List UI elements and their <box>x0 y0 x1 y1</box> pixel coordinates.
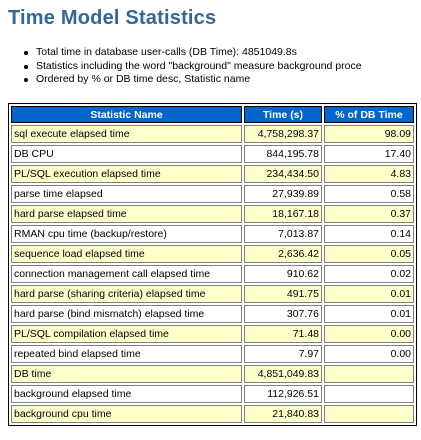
statistic-name-cell: hard parse elapsed time <box>11 205 242 223</box>
pct-db-time-cell: 0.14 <box>324 225 414 243</box>
pct-db-time-cell: 0.01 <box>324 285 414 303</box>
time-cell: 491.75 <box>244 285 322 303</box>
bullet-icon <box>24 78 28 82</box>
time-cell: 27,939.89 <box>244 185 322 203</box>
statistic-name-cell: background cpu time <box>11 405 242 423</box>
time-cell: 234,434.50 <box>244 165 322 183</box>
table-row: background elapsed time 112,926.51 <box>11 385 414 403</box>
time-cell: 18,167.18 <box>244 205 322 223</box>
column-header-time: Time (s) <box>244 106 322 123</box>
table-row: hard parse elapsed time 18,167.18 0.37 <box>11 205 414 223</box>
notes-list: Total time in database user-calls (DB Ti… <box>22 46 421 87</box>
table-row: repeated bind elapsed time 7.97 0.00 <box>11 345 414 363</box>
time-cell: 307.76 <box>244 305 322 323</box>
statistic-name-cell: sequence load elapsed time <box>11 245 242 263</box>
column-header-pct-db-time: % of DB Time <box>324 106 414 123</box>
table-row: DB CPU 844,195.78 17.40 <box>11 145 414 163</box>
time-model-statistics-table: Statistic Name Time (s) % of DB Time sql… <box>8 103 417 426</box>
pct-db-time-cell: 0.05 <box>324 245 414 263</box>
table-row: hard parse (bind mismatch) elapsed time … <box>11 305 414 323</box>
table-row: hard parse (sharing criteria) elapsed ti… <box>11 285 414 303</box>
table-row: background cpu time 21,840.83 <box>11 405 414 423</box>
note-text: Ordered by % or DB time desc, Statistic … <box>36 73 251 85</box>
note-item: Total time in database user-calls (DB Ti… <box>22 46 421 60</box>
table-row: DB time 4,851,049.83 <box>11 365 414 383</box>
note-item: Statistics including the word "backgroun… <box>22 60 421 74</box>
bullet-icon <box>24 51 28 55</box>
column-header-statistic-name: Statistic Name <box>11 106 242 123</box>
time-cell: 71.48 <box>244 325 322 343</box>
statistic-name-cell: connection management call elapsed time <box>11 265 242 283</box>
statistic-name-cell: PL/SQL compilation elapsed time <box>11 325 242 343</box>
pct-db-time-cell: 0.00 <box>324 345 414 363</box>
table-row: RMAN cpu time (backup/restore) 7,013.87 … <box>11 225 414 243</box>
time-cell: 7.97 <box>244 345 322 363</box>
statistic-name-cell: PL/SQL execution elapsed time <box>11 165 242 183</box>
time-cell: 2,636.42 <box>244 245 322 263</box>
statistic-name-cell: background elapsed time <box>11 385 242 403</box>
time-cell: 910.62 <box>244 265 322 283</box>
statistic-name-cell: DB CPU <box>11 145 242 163</box>
table-row: PL/SQL execution elapsed time 234,434.50… <box>11 165 414 183</box>
statistic-name-cell: DB time <box>11 365 242 383</box>
pct-db-time-cell: 0.00 <box>324 325 414 343</box>
table-row: sequence load elapsed time 2,636.42 0.05 <box>11 245 414 263</box>
table-header-row: Statistic Name Time (s) % of DB Time <box>11 106 414 123</box>
time-cell: 112,926.51 <box>244 385 322 403</box>
statistic-name-cell: hard parse (bind mismatch) elapsed time <box>11 305 242 323</box>
pct-db-time-cell: 4.83 <box>324 165 414 183</box>
time-cell: 4,758,298.37 <box>244 125 322 143</box>
bullet-icon <box>24 64 28 69</box>
pct-db-time-cell: 0.02 <box>324 265 414 283</box>
time-cell: 4,851,049.83 <box>244 365 322 383</box>
statistic-name-cell: parse time elapsed <box>11 185 242 203</box>
statistic-name-cell: hard parse (sharing criteria) elapsed ti… <box>11 285 242 303</box>
statistic-name-cell: RMAN cpu time (backup/restore) <box>11 225 242 243</box>
table-row: parse time elapsed 27,939.89 0.58 <box>11 185 414 203</box>
table-row: connection management call elapsed time … <box>11 265 414 283</box>
statistic-name-cell: sql execute elapsed time <box>11 125 242 143</box>
time-cell: 21,840.83 <box>244 405 322 423</box>
page-title: Time Model Statistics <box>8 7 217 29</box>
note-item: Ordered by % or DB time desc, Statistic … <box>22 73 421 87</box>
pct-db-time-cell: 0.37 <box>324 205 414 223</box>
statistic-name-cell: repeated bind elapsed time <box>11 345 242 363</box>
pct-db-time-cell: 0.58 <box>324 185 414 203</box>
note-text: Statistics including the word "backgroun… <box>36 59 362 72</box>
pct-db-time-cell <box>324 405 414 423</box>
table-row: sql execute elapsed time 4,758,298.37 98… <box>11 125 414 143</box>
note-text: Total time in database user-calls (DB Ti… <box>36 46 297 58</box>
pct-db-time-cell: 0.01 <box>324 305 414 323</box>
time-cell: 7,013.87 <box>244 225 322 243</box>
pct-db-time-cell: 17.40 <box>324 145 414 163</box>
pct-db-time-cell <box>324 385 414 403</box>
pct-db-time-cell: 98.09 <box>324 125 414 143</box>
time-cell: 844,195.78 <box>244 145 322 163</box>
pct-db-time-cell <box>324 365 414 383</box>
table-row: PL/SQL compilation elapsed time 71.48 0.… <box>11 325 414 343</box>
